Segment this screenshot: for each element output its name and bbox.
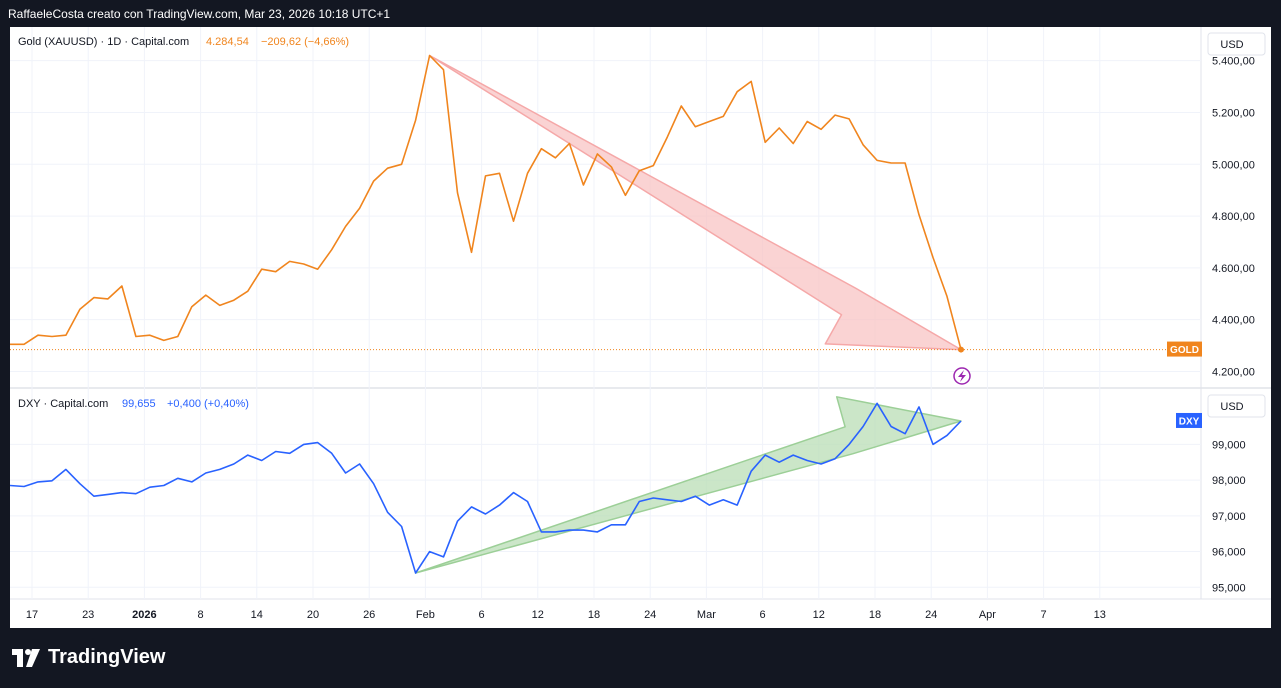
x-tick-label: 26 [363,609,375,621]
dxy-legend-change: +0,400 (+0,40%) [167,398,249,410]
gold-price-tag [1167,341,1202,357]
y-tick-label: 99,000 [1212,439,1246,451]
x-tick-label: 23 [82,609,94,621]
chart-attribution: RaffaeleCosta creato con TradingView.com… [8,7,391,21]
gold-price-tag-label: GOLD [1170,345,1199,356]
x-tick-label: 6 [760,609,766,621]
x-tick-label: 20 [307,609,319,621]
y-tick-label: 97,000 [1212,511,1246,523]
annotation-arrows[interactable] [414,54,962,574]
x-tick-label: 24 [644,609,656,621]
dxy-currency-button[interactable] [1207,394,1266,418]
dxy-price-tag-label: DXY [1179,416,1200,427]
chart-svg[interactable]: 5.400,00 5.200,00 5.000,00 4.800,00 4.600,00… [9,27,1271,628]
x-tick-label: Apr [979,609,996,621]
x-tick-label: 7 [1041,609,1047,621]
gold-legend-value: 4.284,54 [206,36,249,48]
x-tick-label: 13 [1094,609,1106,621]
series-lines [9,54,1201,574]
chart-panel[interactable]: 5.400,00 5.200,00 5.000,00 4.800,00 4.600,00… [9,27,1271,628]
tradingview-logo-icon [12,648,40,667]
y-tick-label: 5.000,00 [1212,159,1255,171]
y-tick-label: 4.600,00 [1212,263,1255,275]
x-tick-label: 12 [813,609,825,621]
dxy-price-tag [1176,412,1202,428]
gold-last-point [958,346,964,353]
y-tick-label: 4.200,00 [1212,366,1255,378]
x-tick-label: 12 [532,609,544,621]
dxy-line [9,402,962,574]
tradingview-logo[interactable]: TradingView [12,646,165,669]
y-tick-label: 5.200,00 [1212,107,1255,119]
gold-line [10,54,962,350]
gold-legend-change: −209,62 (−4,66%) [261,36,349,48]
gold-currency-button[interactable] [1207,32,1266,56]
x-tick-label: 2026 [132,609,156,621]
x-tick-label: 14 [251,609,263,621]
y-tick-label: 5.400,00 [1212,56,1255,68]
x-tick-label: 8 [198,609,204,621]
y-tick-label: 96,000 [1212,547,1246,559]
y-tick-label: 4.800,00 [1212,211,1255,223]
axes: 5.400,00 5.200,00 5.000,00 4.800,00 4.600,00… [26,56,1255,621]
dxy-legend-value: 99,655 [122,398,156,410]
gold-down-arrow[interactable] [428,54,962,351]
x-tick-label: 17 [26,609,38,621]
x-tick-label: Mar [697,609,716,621]
gold-legend-symbol[interactable]: Gold (XAUUSD) · 1D · Capital.com [18,36,189,48]
x-tick-label: 18 [869,609,881,621]
dxy-currency-label: USD [1220,401,1243,413]
gold-currency-label: USD [1220,39,1243,51]
dxy-legend-symbol[interactable]: DXY · Capital.com [18,398,108,410]
x-tick-label: 18 [588,609,600,621]
y-tick-label: 95,000 [1212,582,1246,594]
dxy-up-arrow[interactable] [414,396,962,574]
x-tick-label: Feb [416,609,435,621]
lightning-icon[interactable] [953,367,971,385]
x-tick-label: 6 [479,609,485,621]
y-tick-label: 4.400,00 [1212,315,1255,327]
tradingview-logo-text: TradingView [48,646,166,668]
y-tick-label: 98,000 [1212,475,1246,487]
x-tick-label: 24 [925,609,937,621]
